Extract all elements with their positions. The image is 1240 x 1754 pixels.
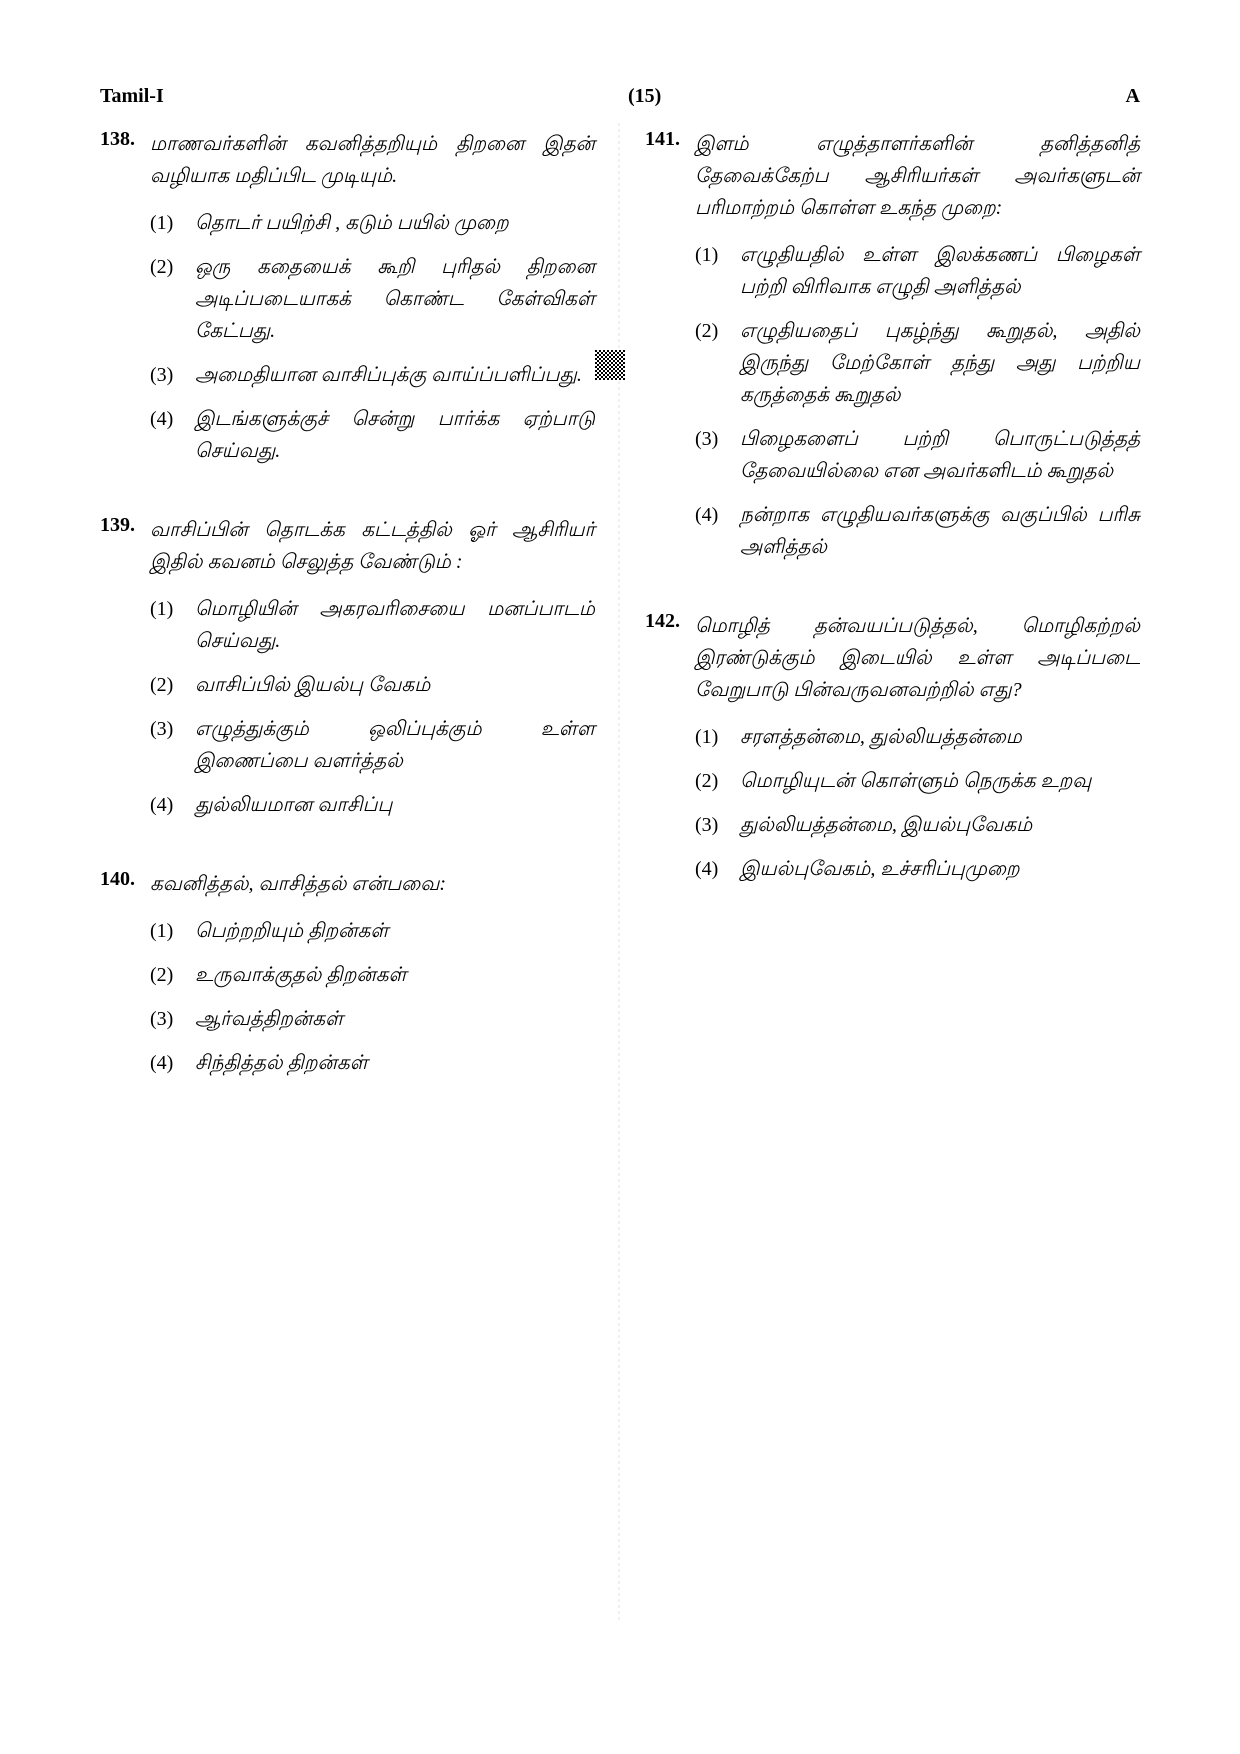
page-header: Tamil-I (15) A xyxy=(100,85,1140,108)
option-number: (1) xyxy=(695,721,740,753)
option-text: ஒரு கதையைக் கூறி புரிதல் திறனை அடிப்படைய… xyxy=(195,251,595,347)
question-138: 138. மாணவர்களின் கவனித்தறியும் திறனை இதன… xyxy=(100,128,595,479)
option-number: (1) xyxy=(150,593,195,657)
question-139: 139. வாசிப்பின் தொடக்க கட்டத்தில் ஓர் ஆச… xyxy=(100,514,595,833)
option-number: (3) xyxy=(695,423,740,487)
question-number: 141. xyxy=(645,128,695,575)
option-1: (1) மொழியின் அகரவரிசையை மனப்பாடம் செய்வத… xyxy=(150,593,595,657)
option-number: (2) xyxy=(150,251,195,347)
option-text: துல்லியத்தன்மை, இயல்புவேகம் xyxy=(740,809,1140,841)
question-141: 141. இளம் எழுத்தாளர்களின் தனித்தனித் தேவ… xyxy=(645,128,1140,575)
column-divider xyxy=(618,120,620,1620)
option-2: (2) ஒரு கதையைக் கூறி புரிதல் திறனை அடிப்… xyxy=(150,251,595,347)
option-text: பிழைகளைப் பற்றி பொருட்படுத்தத் தேவையில்ல… xyxy=(740,423,1140,487)
header-page-number: (15) xyxy=(628,85,661,108)
question-body: கவனித்தல், வாசித்தல் என்பவை: (1) பெற்றறி… xyxy=(150,868,595,1091)
option-3: (3) ஆர்வத்திறன்கள் xyxy=(150,1003,595,1035)
option-3: (3) அமைதியான வாசிப்புக்கு வாய்ப்பளிப்பது… xyxy=(150,359,595,391)
qr-code-icon xyxy=(595,350,625,380)
option-text: பெற்றறியும் திறன்கள் xyxy=(195,915,595,947)
option-number: (2) xyxy=(695,315,740,411)
question-number: 138. xyxy=(100,128,150,479)
left-column: 138. மாணவர்களின் கவனித்தறியும் திறனை இதன… xyxy=(100,128,595,1126)
option-text: சரளத்தன்மை, துல்லியத்தன்மை xyxy=(740,721,1140,753)
option-text: எழுதியதில் உள்ள இலக்கணப் பிழைகள் பற்றி வ… xyxy=(740,239,1140,303)
option-text: எழுத்துக்கும் ஒலிப்புக்கும் உள்ள இணைப்பை… xyxy=(195,713,595,777)
option-2: (2) உருவாக்குதல் திறன்கள் xyxy=(150,959,595,991)
header-set: A xyxy=(1126,85,1140,108)
question-body: வாசிப்பின் தொடக்க கட்டத்தில் ஓர் ஆசிரியர… xyxy=(150,514,595,833)
option-text: நன்றாக எழுதியவர்களுக்கு வகுப்பில் பரிசு … xyxy=(740,499,1140,563)
option-2: (2) வாசிப்பில் இயல்பு வேகம் xyxy=(150,669,595,701)
option-number: (1) xyxy=(150,915,195,947)
option-3: (3) பிழைகளைப் பற்றி பொருட்படுத்தத் தேவைய… xyxy=(695,423,1140,487)
option-number: (4) xyxy=(695,499,740,563)
question-140: 140. கவனித்தல், வாசித்தல் என்பவை: (1) பெ… xyxy=(100,868,595,1091)
right-column: 141. இளம் எழுத்தாளர்களின் தனித்தனித் தேவ… xyxy=(645,128,1140,1126)
option-number: (3) xyxy=(150,359,195,391)
content-area: 138. மாணவர்களின் கவனித்தறியும் திறனை இதன… xyxy=(100,128,1140,1126)
option-number: (2) xyxy=(150,669,195,701)
option-2: (2) மொழியுடன் கொள்ளும் நெருக்க உறவு xyxy=(695,765,1140,797)
option-1: (1) பெற்றறியும் திறன்கள் xyxy=(150,915,595,947)
option-number: (4) xyxy=(695,853,740,885)
option-3: (3) துல்லியத்தன்மை, இயல்புவேகம் xyxy=(695,809,1140,841)
question-number: 142. xyxy=(645,610,695,897)
option-number: (2) xyxy=(695,765,740,797)
option-1: (1) சரளத்தன்மை, துல்லியத்தன்மை xyxy=(695,721,1140,753)
option-number: (4) xyxy=(150,789,195,821)
option-number: (2) xyxy=(150,959,195,991)
question-body: இளம் எழுத்தாளர்களின் தனித்தனித் தேவைக்கே… xyxy=(695,128,1140,575)
option-text: தொடர் பயிற்சி , கடும் பயில் முறை xyxy=(195,207,595,239)
option-number: (4) xyxy=(150,403,195,467)
option-number: (3) xyxy=(695,809,740,841)
question-text: மாணவர்களின் கவனித்தறியும் திறனை இதன் வழி… xyxy=(150,128,595,192)
option-text: எழுதியதைப் புகழ்ந்து கூறுதல், அதில் இருந… xyxy=(740,315,1140,411)
question-text: மொழித் தன்வயப்படுத்தல், மொழிகற்றல் இரண்ட… xyxy=(695,610,1140,706)
question-text: வாசிப்பின் தொடக்க கட்டத்தில் ஓர் ஆசிரியர… xyxy=(150,514,595,578)
option-text: மொழியுடன் கொள்ளும் நெருக்க உறவு xyxy=(740,765,1140,797)
option-text: ஆர்வத்திறன்கள் xyxy=(195,1003,595,1035)
option-1: (1) எழுதியதில் உள்ள இலக்கணப் பிழைகள் பற்… xyxy=(695,239,1140,303)
option-4: (4) இடங்களுக்குச் சென்று பார்க்க ஏற்பாடு… xyxy=(150,403,595,467)
option-number: (1) xyxy=(695,239,740,303)
option-number: (4) xyxy=(150,1047,195,1079)
question-text: இளம் எழுத்தாளர்களின் தனித்தனித் தேவைக்கே… xyxy=(695,128,1140,224)
option-text: அமைதியான வாசிப்புக்கு வாய்ப்பளிப்பது. xyxy=(195,359,595,391)
option-number: (3) xyxy=(150,1003,195,1035)
option-4: (4) சிந்தித்தல் திறன்கள் xyxy=(150,1047,595,1079)
option-number: (3) xyxy=(150,713,195,777)
question-text: கவனித்தல், வாசித்தல் என்பவை: xyxy=(150,868,595,900)
question-body: மாணவர்களின் கவனித்தறியும் திறனை இதன் வழி… xyxy=(150,128,595,479)
option-number: (1) xyxy=(150,207,195,239)
option-text: இடங்களுக்குச் சென்று பார்க்க ஏற்பாடு செய… xyxy=(195,403,595,467)
option-text: வாசிப்பில் இயல்பு வேகம் xyxy=(195,669,595,701)
option-2: (2) எழுதியதைப் புகழ்ந்து கூறுதல், அதில் … xyxy=(695,315,1140,411)
option-text: சிந்தித்தல் திறன்கள் xyxy=(195,1047,595,1079)
question-number: 139. xyxy=(100,514,150,833)
option-3: (3) எழுத்துக்கும் ஒலிப்புக்கும் உள்ள இணை… xyxy=(150,713,595,777)
option-text: இயல்புவேகம், உச்சரிப்புமுறை xyxy=(740,853,1140,885)
option-text: மொழியின் அகரவரிசையை மனப்பாடம் செய்வது. xyxy=(195,593,595,657)
question-142: 142. மொழித் தன்வயப்படுத்தல், மொழிகற்றல் … xyxy=(645,610,1140,897)
option-4: (4) இயல்புவேகம், உச்சரிப்புமுறை xyxy=(695,853,1140,885)
option-text: உருவாக்குதல் திறன்கள் xyxy=(195,959,595,991)
question-number: 140. xyxy=(100,868,150,1091)
option-text: துல்லியமான வாசிப்பு xyxy=(195,789,595,821)
option-4: (4) நன்றாக எழுதியவர்களுக்கு வகுப்பில் பர… xyxy=(695,499,1140,563)
question-body: மொழித் தன்வயப்படுத்தல், மொழிகற்றல் இரண்ட… xyxy=(695,610,1140,897)
option-4: (4) துல்லியமான வாசிப்பு xyxy=(150,789,595,821)
option-1: (1) தொடர் பயிற்சி , கடும் பயில் முறை xyxy=(150,207,595,239)
header-subject: Tamil-I xyxy=(100,85,164,108)
